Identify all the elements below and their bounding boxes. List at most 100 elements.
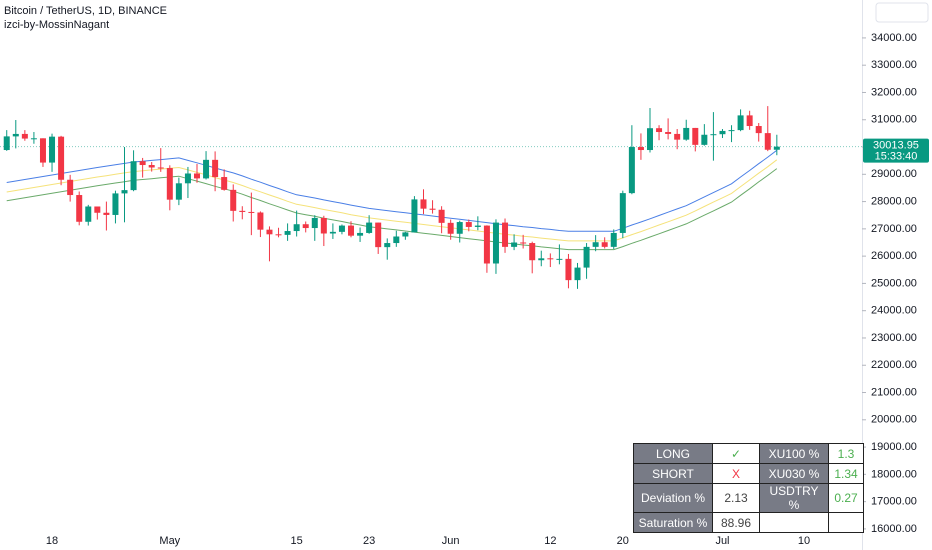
empty-cell bbox=[828, 512, 864, 533]
candle-body bbox=[3, 136, 10, 151]
candle-body bbox=[302, 224, 309, 229]
candle-body bbox=[665, 132, 672, 134]
y-tick-label: 27000.00 bbox=[871, 223, 917, 235]
candle-body bbox=[456, 222, 463, 234]
table-cell: 1.34 bbox=[828, 463, 864, 484]
candle-body bbox=[520, 242, 527, 244]
y-tick-label: 23000.00 bbox=[871, 332, 917, 344]
candle-body bbox=[429, 208, 436, 210]
candle-body bbox=[420, 199, 427, 209]
candle-body bbox=[674, 133, 681, 140]
x-tick-label: Jul bbox=[715, 535, 729, 547]
candle-body bbox=[320, 217, 327, 234]
indicator-name: izci-by-MossinNagant bbox=[4, 19, 110, 31]
candle-body bbox=[438, 209, 445, 223]
candle-body bbox=[710, 134, 717, 136]
table-cell: ✓ bbox=[712, 443, 760, 464]
table-row: LONG ✓ XU100 % 1.3 bbox=[633, 443, 864, 464]
x-tick-label: 15 bbox=[291, 535, 303, 547]
x-tick-label: 12 bbox=[544, 535, 556, 547]
candle-body bbox=[592, 242, 599, 247]
candle-body bbox=[39, 138, 46, 163]
candle-body bbox=[30, 138, 37, 140]
candle-body bbox=[447, 222, 454, 234]
candle-body bbox=[257, 212, 264, 230]
candle-body bbox=[610, 232, 617, 247]
indicator-line bbox=[6, 168, 778, 251]
table-cell: SHORT bbox=[633, 463, 713, 484]
candle-body bbox=[76, 195, 83, 222]
candle-body bbox=[248, 211, 255, 213]
empty-cell bbox=[759, 512, 829, 533]
candle-body bbox=[574, 267, 581, 281]
table-cell: LONG bbox=[633, 443, 713, 464]
table-cell: 2.13 bbox=[712, 483, 760, 513]
y-tick-label: 32000.00 bbox=[871, 86, 917, 98]
table-row: SHORT X XU030 % 1.34 bbox=[633, 463, 864, 484]
candle-body bbox=[773, 146, 780, 150]
x-tick-label: Jun bbox=[442, 535, 460, 547]
table-cell: XU100 % bbox=[759, 443, 829, 464]
candle-body bbox=[230, 189, 237, 211]
y-tick-label: 22000.00 bbox=[871, 359, 917, 371]
toolbar-button[interactable] bbox=[875, 2, 929, 23]
candle-body bbox=[284, 231, 291, 235]
table-row: Deviation % 2.13 USDTRY % 0.27 bbox=[633, 483, 864, 513]
y-tick-label: 20000.00 bbox=[871, 414, 917, 426]
indicator-line bbox=[6, 159, 778, 242]
y-tick-label: 25000.00 bbox=[871, 277, 917, 289]
signal-table: LONG ✓ XU100 % 1.3 SHORT X XU030 % 1.34 Deviatio… bbox=[633, 443, 864, 533]
candle-body bbox=[21, 133, 28, 139]
x-tick-label: 20 bbox=[617, 535, 629, 547]
candle-body bbox=[393, 236, 400, 244]
candle-body bbox=[338, 225, 345, 232]
candle-body bbox=[565, 258, 572, 281]
candle-body bbox=[411, 199, 418, 233]
candle-body bbox=[746, 115, 753, 127]
y-tick-label: 28000.00 bbox=[871, 195, 917, 207]
candle-body bbox=[483, 225, 490, 264]
candle-body bbox=[94, 206, 101, 213]
candle-body bbox=[275, 234, 282, 236]
y-tick-label: 19000.00 bbox=[871, 441, 917, 453]
candle-body bbox=[465, 222, 472, 227]
y-tick-label: 21000.00 bbox=[871, 386, 917, 398]
candle-body bbox=[112, 193, 119, 215]
table-cell: X bbox=[712, 463, 760, 484]
candle-body bbox=[619, 193, 626, 233]
candle-body bbox=[58, 136, 65, 180]
candle-body bbox=[637, 147, 644, 151]
candle-body bbox=[719, 130, 726, 135]
candle-body bbox=[175, 183, 182, 200]
candle-body bbox=[728, 130, 735, 132]
candle-body bbox=[583, 246, 590, 268]
x-tick-label: 10 bbox=[798, 535, 810, 547]
candle-body bbox=[656, 128, 663, 133]
table-cell: 0.27 bbox=[828, 483, 864, 513]
x-tick-label: 23 bbox=[363, 535, 375, 547]
last-price-box bbox=[863, 138, 929, 163]
candle-body bbox=[628, 147, 635, 194]
table-cell: XU030 % bbox=[759, 463, 829, 484]
table-cell: 88.96 bbox=[712, 512, 760, 533]
candle-body bbox=[375, 222, 382, 248]
candle-body bbox=[755, 126, 762, 134]
y-tick-label: 34000.00 bbox=[871, 32, 917, 44]
candle-body bbox=[139, 161, 146, 166]
candle-body bbox=[212, 159, 219, 178]
candle-body bbox=[556, 258, 563, 260]
candle-body bbox=[502, 222, 509, 247]
candle-body bbox=[384, 243, 391, 248]
countdown: 15:33:40 bbox=[875, 151, 918, 163]
last-price-label: 30013.95 bbox=[873, 140, 919, 152]
candle-body bbox=[683, 127, 690, 140]
candle-body bbox=[49, 136, 56, 163]
candle-body bbox=[103, 212, 110, 215]
candle-body bbox=[193, 173, 200, 179]
candle-body bbox=[357, 232, 364, 236]
x-tick-label: 18 bbox=[46, 535, 58, 547]
candle-body bbox=[203, 159, 210, 179]
candle-body bbox=[529, 243, 536, 261]
